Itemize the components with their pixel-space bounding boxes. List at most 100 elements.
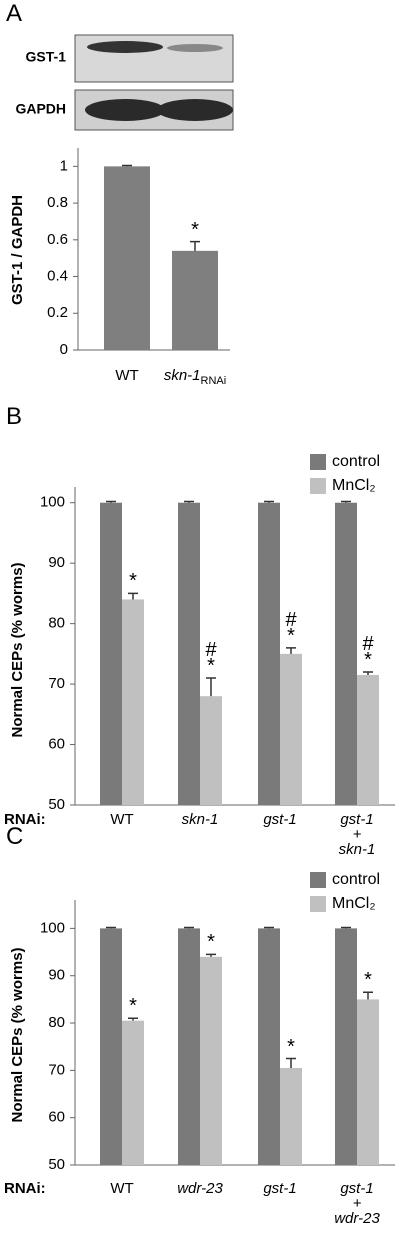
- error-bar: [128, 592, 138, 600]
- y-tick-label: 60: [48, 1109, 65, 1126]
- error-bar: [286, 647, 296, 654]
- error-bar: [341, 926, 351, 929]
- bar: [357, 999, 379, 1165]
- error-bar: [184, 926, 194, 929]
- y-tick-label: 0: [60, 341, 68, 358]
- annotation: *: [191, 218, 199, 241]
- y-tick-label: 90: [48, 554, 65, 571]
- bar: [122, 599, 144, 805]
- band: [85, 99, 165, 121]
- panel-letter: C: [6, 823, 24, 850]
- category: gst-1 + skn-1: [338, 811, 376, 858]
- y-tick-label: 70: [48, 675, 65, 692]
- error-bar: [122, 164, 132, 167]
- category-subscript: RNAi: [200, 375, 227, 387]
- x-tick-label: gst-1 + wdr-23: [317, 1181, 397, 1226]
- bar: [335, 928, 357, 1165]
- category: WT: [110, 811, 134, 828]
- bar: [178, 502, 200, 805]
- annotation: *: [287, 1035, 295, 1058]
- legend-label: MnCl₂: [332, 477, 376, 494]
- y-tick-label: 80: [48, 1014, 65, 1031]
- x-tick-label: WT: [87, 368, 167, 383]
- blot-label: GAPDH: [15, 101, 66, 117]
- bar: [258, 928, 280, 1165]
- y-tick-label: 50: [48, 1156, 65, 1173]
- error-bar: [128, 1017, 138, 1021]
- annotation: *: [129, 570, 137, 593]
- legend-label: control: [332, 871, 380, 888]
- band: [87, 41, 163, 53]
- bar: [100, 502, 122, 805]
- bar: [280, 1067, 302, 1165]
- blot-label: GST-1: [26, 49, 67, 65]
- blot: [74, 34, 234, 83]
- error-bar: [106, 926, 116, 929]
- bar: [258, 502, 280, 805]
- panel-letter: B: [6, 403, 23, 430]
- y-tick-label: 1: [60, 157, 68, 174]
- annotation: *: [129, 995, 137, 1018]
- category: WT: [115, 367, 139, 384]
- bar: [200, 696, 222, 805]
- category: gst-1 + wdr-23: [334, 1180, 380, 1227]
- y-tick-label: 60: [48, 736, 65, 753]
- annotation: *: [207, 931, 215, 954]
- bar: [122, 1020, 144, 1165]
- error-bar: [206, 953, 216, 957]
- y-axis-label: GST-1 / GAPDH: [9, 195, 26, 305]
- error-bar: [363, 671, 373, 676]
- band: [157, 99, 233, 121]
- x-tick-label: gst-1: [240, 812, 320, 827]
- category: gst-1: [263, 1180, 297, 1197]
- legend-label: MnCl₂: [332, 895, 376, 912]
- bar: [357, 675, 379, 805]
- annotation: # *: [285, 608, 297, 647]
- legend-swatch: [310, 478, 326, 494]
- x-tick-label: skn-1RNAi: [155, 368, 235, 389]
- error-bar: [286, 1057, 296, 1068]
- y-tick-label: 70: [48, 1061, 65, 1078]
- x-tick-label: WT: [82, 1181, 162, 1196]
- y-tick-label: 0.4: [47, 268, 68, 285]
- x-tick-label: skn-1: [160, 812, 240, 827]
- error-bar: [190, 240, 200, 251]
- band: [167, 44, 223, 52]
- bar: [178, 928, 200, 1165]
- category: skn-1: [163, 367, 201, 384]
- y-tick-label: 100: [40, 494, 65, 511]
- legend-swatch: [310, 454, 326, 470]
- error-bar: [363, 991, 373, 1000]
- category-axis-label: RNAi:: [4, 1180, 46, 1197]
- legend-swatch: [310, 872, 326, 888]
- annotation: *: [364, 969, 372, 992]
- y-tick-label: 50: [48, 796, 65, 813]
- bar: [100, 928, 122, 1165]
- category: wdr-23: [177, 1180, 223, 1197]
- error-bar: [206, 677, 216, 697]
- y-axis-label: Normal CEPs (% worms): [9, 562, 26, 737]
- category: gst-1: [263, 811, 297, 828]
- error-bar: [264, 926, 274, 929]
- y-axis-label: Normal CEPs (% worms): [9, 947, 26, 1122]
- bar: [172, 250, 218, 350]
- x-tick-label: gst-1: [240, 1181, 320, 1196]
- y-tick-label: 90: [48, 967, 65, 984]
- category: WT: [110, 1180, 134, 1197]
- bar: [200, 956, 222, 1165]
- y-tick-label: 0.8: [47, 194, 68, 211]
- error-bar: [341, 500, 351, 503]
- y-tick-label: 80: [48, 615, 65, 632]
- error-bar: [106, 500, 116, 503]
- y-tick-label: 0.6: [47, 231, 68, 248]
- y-tick-label: 0.2: [47, 304, 68, 321]
- error-bar: [184, 500, 194, 503]
- legend-label: control: [332, 453, 380, 470]
- error-bar: [264, 500, 274, 503]
- panel-letter: A: [6, 0, 23, 27]
- bar: [104, 166, 150, 350]
- bar: [335, 502, 357, 805]
- y-tick-label: 100: [40, 919, 65, 936]
